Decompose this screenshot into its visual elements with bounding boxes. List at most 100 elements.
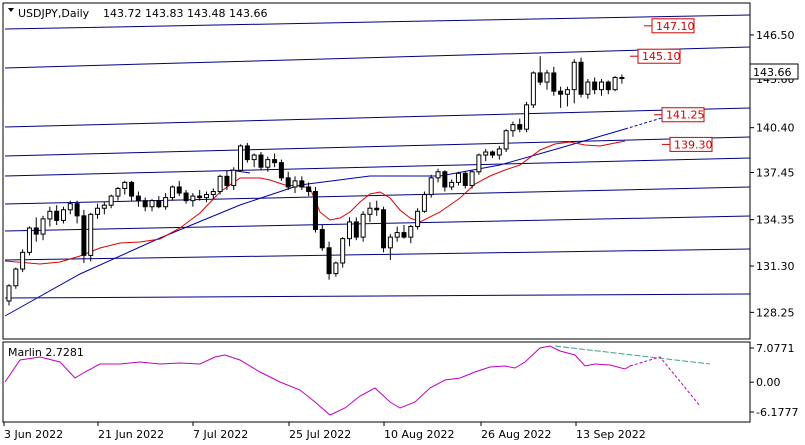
candle-body (244, 145, 250, 161)
candle (176, 180, 182, 197)
candle-body (272, 159, 278, 164)
marlin-tick-label: 7.0771 (756, 342, 795, 355)
candle-body (367, 207, 373, 215)
candle-body (585, 81, 591, 95)
level-label: 139.30 (662, 136, 713, 152)
candle-body (265, 159, 271, 168)
candle (503, 129, 509, 152)
candle-body (285, 177, 291, 188)
candle-body (605, 81, 611, 91)
candle (95, 203, 101, 219)
candle-body (74, 203, 80, 217)
candle-body (449, 181, 455, 188)
channel-lines (4, 14, 750, 299)
candle (40, 215, 46, 241)
candle (197, 190, 203, 201)
ohlc-readout: 143.72 143.83 143.48 143.66 (103, 7, 267, 20)
candle-body (156, 200, 162, 208)
candle-body (129, 181, 135, 197)
candle (54, 205, 60, 225)
candle-body (149, 200, 155, 208)
candle (231, 167, 237, 191)
candle (319, 224, 325, 251)
time-tick-label: 26 Aug 2022 (481, 428, 551, 441)
candle (81, 209, 87, 263)
candle (67, 200, 73, 215)
candle-body (537, 72, 543, 83)
current-price-label: 143.66 (753, 66, 792, 79)
candle-body (81, 215, 87, 256)
candle-body (558, 90, 564, 95)
candle (435, 168, 441, 183)
candle (238, 144, 244, 172)
candle-body (319, 229, 325, 249)
candle-body (455, 172, 461, 183)
candle (333, 261, 339, 277)
candle-body (408, 225, 414, 238)
candlestick-series (6, 56, 625, 306)
candle (455, 171, 461, 186)
candle (449, 179, 455, 191)
candle (258, 151, 264, 171)
candle (163, 193, 169, 210)
candle (156, 196, 162, 209)
candle-body (353, 221, 359, 238)
blue-moving-average (4, 116, 666, 317)
candle (285, 171, 291, 191)
candle-body (197, 195, 203, 199)
candle-body (524, 104, 530, 130)
candle (60, 206, 66, 224)
price-tick-label: 131.30 (756, 260, 795, 273)
candle-body (47, 210, 53, 220)
candle-body (421, 194, 427, 212)
candle (183, 190, 189, 204)
marlin-tick-label: 0.00 (756, 376, 781, 389)
candle (108, 194, 114, 209)
marlin-axis: 7.0771 0.00 -6.1777 (750, 342, 798, 419)
level-label: 145.10 (630, 48, 681, 64)
candle-body (33, 227, 39, 235)
candle-body (210, 191, 216, 196)
candle (490, 150, 496, 159)
channel-line (4, 186, 750, 205)
level-value: 139.30 (674, 138, 713, 151)
candle (217, 174, 223, 195)
candle-body (571, 61, 577, 91)
candle-body (387, 236, 393, 249)
candle-body (564, 89, 570, 95)
candle-body (435, 171, 441, 179)
candle (619, 74, 625, 84)
candle (122, 180, 128, 195)
candle (149, 199, 155, 212)
candle (74, 200, 80, 224)
candle (592, 77, 598, 95)
candle (353, 217, 359, 241)
candle-body (483, 151, 489, 156)
candle (483, 148, 489, 162)
marlin-trendline (554, 345, 711, 365)
candle (524, 101, 530, 133)
candle (571, 59, 577, 104)
candle-body (224, 175, 230, 186)
candle (537, 56, 543, 86)
price-axis: 146.50143.60140.40137.45134.35131.30128.… (750, 29, 795, 319)
candle-body (306, 186, 312, 193)
candle-body (95, 207, 101, 215)
candle (530, 71, 536, 108)
candle-body (462, 172, 468, 186)
candle-body (231, 169, 237, 186)
candle (326, 241, 332, 280)
candle (210, 188, 216, 200)
candle (381, 206, 387, 253)
candle (203, 191, 209, 203)
level-box (669, 136, 713, 152)
candle (88, 212, 94, 262)
candle-body (13, 268, 19, 287)
channel-line (4, 107, 750, 128)
candle (476, 153, 482, 175)
candle (408, 224, 414, 244)
candle (306, 182, 312, 197)
candle (585, 79, 591, 99)
blue-ma-projection (624, 116, 666, 130)
